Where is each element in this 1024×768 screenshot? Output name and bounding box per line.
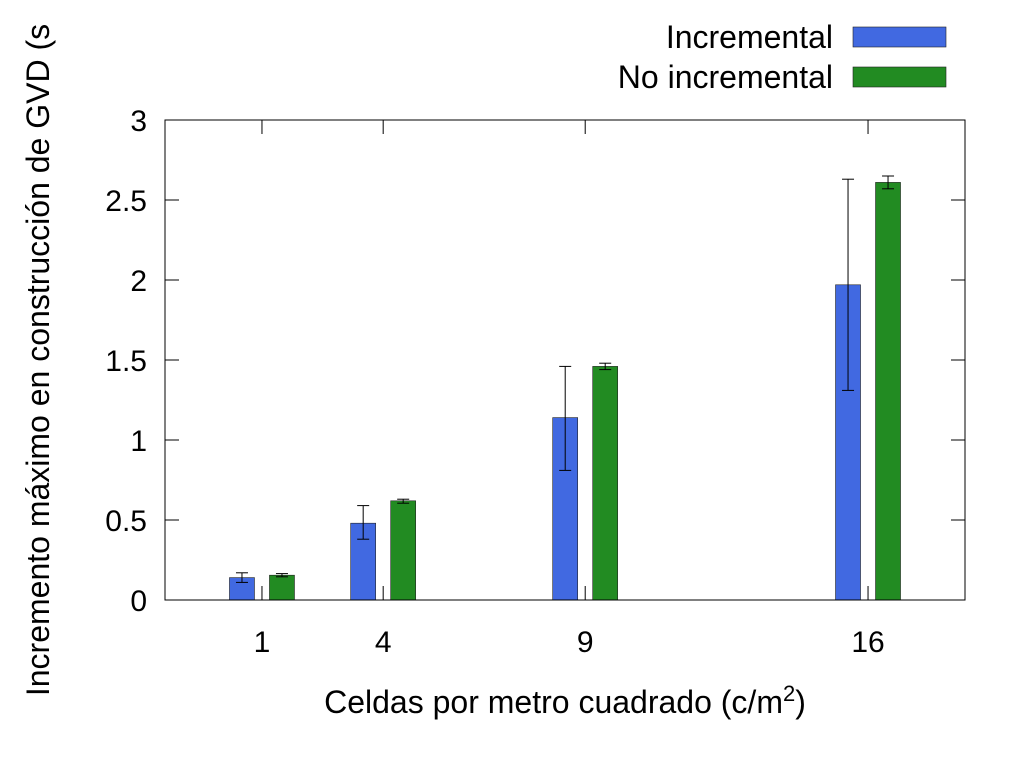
- y-tick-label: 1: [130, 425, 147, 458]
- y-tick-label: 0: [130, 585, 147, 618]
- y-tick-label: 1.5: [105, 345, 147, 378]
- legend-swatch: [852, 66, 947, 88]
- y-tick-label: 0.5: [105, 505, 147, 538]
- y-tick-label: 2: [130, 265, 147, 298]
- plot-marks: [229, 175, 901, 601]
- y-tick-label: 2.5: [105, 185, 147, 218]
- plot-frame: [164, 119, 966, 601]
- y-tick-label: 3: [130, 105, 147, 138]
- x-axis-title: Celdas por metro cuadrado (c/m2): [324, 681, 806, 720]
- x-tick-label: 4: [375, 626, 392, 659]
- legend: Incremental No incremental: [618, 19, 947, 95]
- x-tick-label: 9: [577, 626, 594, 659]
- legend-label: Incremental: [666, 19, 833, 55]
- y-axis-title: Incremento máximo en construcción de GVD…: [20, 24, 56, 696]
- bar-no-incremental: [592, 366, 619, 601]
- bar-no-incremental: [390, 500, 416, 601]
- x-tick-labels: 1 4 9 16: [254, 626, 885, 659]
- x-tick-label: 1: [254, 626, 271, 659]
- legend-label: No incremental: [618, 59, 833, 95]
- bar-no-incremental: [269, 574, 295, 601]
- legend-swatch: [852, 26, 947, 48]
- y-tick-labels: 0 0.5 1 1.5 2 2.5 3: [105, 105, 147, 618]
- x-tick-label: 16: [851, 626, 884, 659]
- bar-no-incremental: [875, 182, 901, 601]
